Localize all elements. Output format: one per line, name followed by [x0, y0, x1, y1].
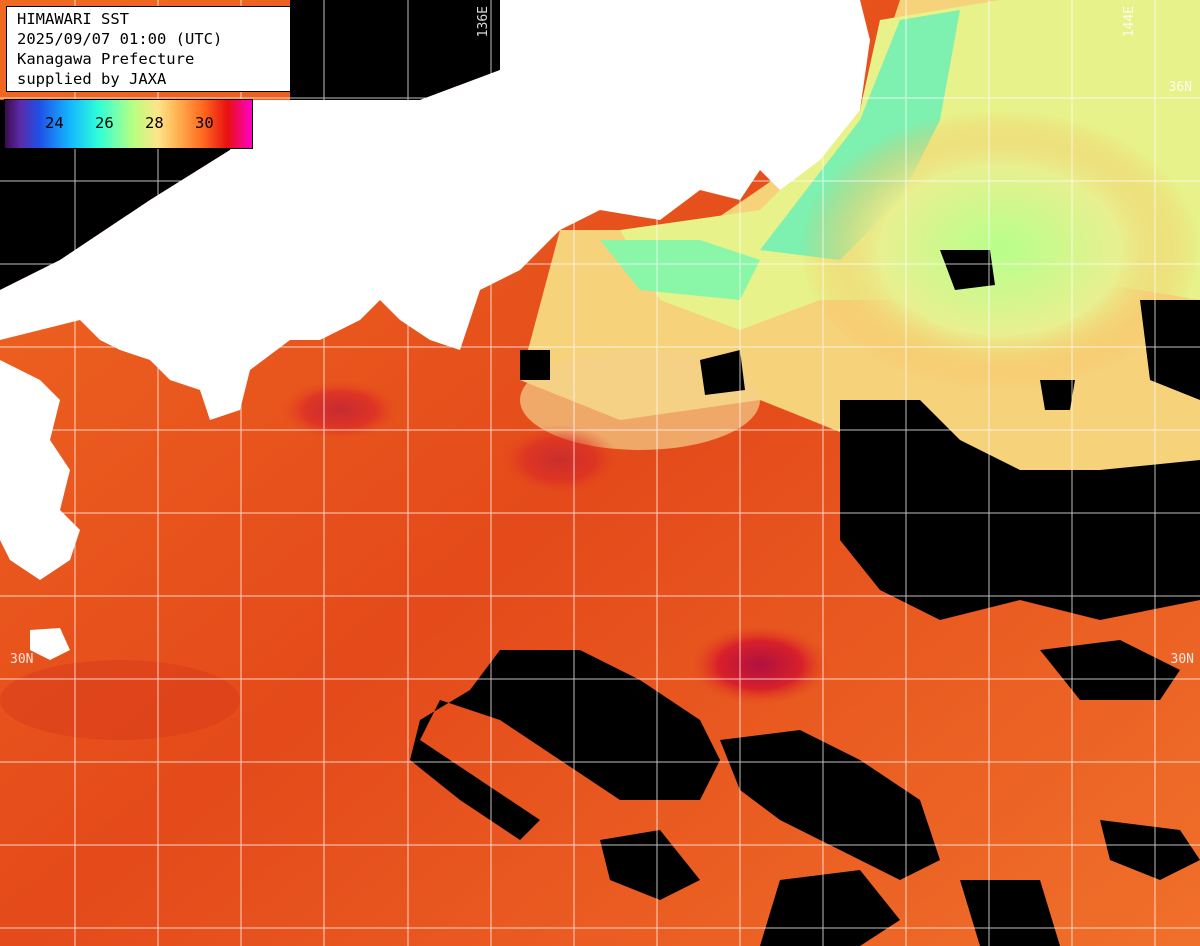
hot-spot [280, 380, 400, 440]
colorbar-tick-24: 24 [45, 114, 64, 132]
cool-water-region [520, 0, 1200, 520]
prefecture-label: Kanagawa Prefecture [17, 50, 195, 68]
sst-colorbar: 24 26 28 30 [4, 99, 253, 149]
hot-spot [0, 660, 240, 740]
info-box: HIMAWARI SST 2025/09/07 01:00 (UTC) Kana… [6, 6, 291, 92]
map-title: HIMAWARI SST [17, 10, 129, 28]
lon-label-144: 144E [1122, 6, 1137, 38]
colorbar-tick-30: 30 [195, 114, 214, 132]
colorbar-tick-26: 26 [95, 114, 114, 132]
land-mask [0, 0, 870, 660]
colorbar-tick-28: 28 [145, 114, 164, 132]
credit-label: supplied by JAXA [17, 70, 167, 88]
hot-spot [500, 425, 620, 495]
lat-label-36: 36N [1168, 80, 1192, 95]
lat-label-30-right: 30N [1170, 652, 1194, 667]
lat-label-30-left: 30N [10, 652, 34, 667]
datetime-label: 2025/09/07 01:00 (UTC) [17, 30, 223, 48]
lon-label-136: 136E [476, 6, 491, 38]
hot-spot [690, 625, 830, 705]
